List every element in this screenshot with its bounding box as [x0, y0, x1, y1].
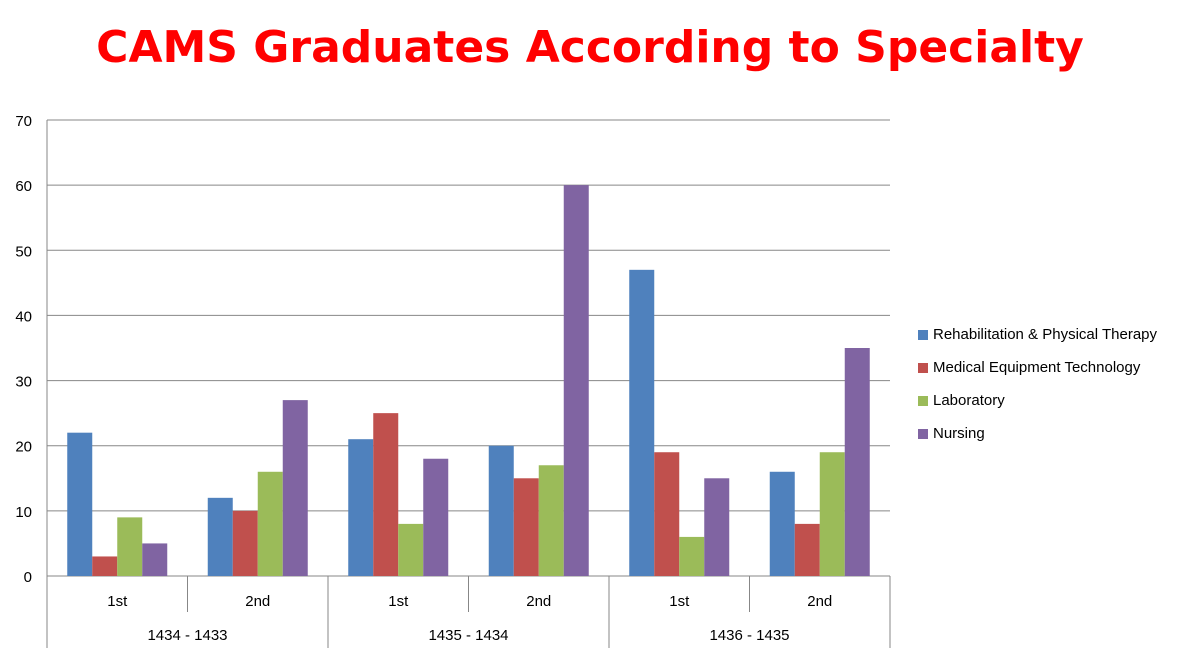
- legend-label: Nursing: [933, 425, 985, 442]
- legend-label: Laboratory: [933, 392, 1005, 409]
- y-tick-label: 10: [15, 504, 32, 521]
- legend-swatch: [918, 362, 928, 373]
- legend-item: Medical Equipment Technology: [918, 351, 1157, 384]
- x-tick-label: 1st: [669, 593, 690, 610]
- x-tick-label: 2nd: [245, 593, 270, 610]
- legend-item: Laboratory: [918, 384, 1157, 417]
- bar: [423, 458, 449, 576]
- bar: [92, 556, 118, 576]
- x-tick-label: 2nd: [526, 593, 551, 610]
- bar: [348, 439, 374, 576]
- bar: [629, 269, 655, 576]
- y-tick-label: 60: [15, 178, 32, 195]
- bar: [67, 432, 93, 576]
- x-tick-label: 1st: [388, 593, 409, 610]
- bar: [769, 471, 795, 576]
- bar: [844, 348, 870, 576]
- x-group-label: 1436 - 1435: [709, 627, 789, 644]
- bar: [563, 185, 589, 576]
- bar: [282, 400, 308, 576]
- bar: [373, 413, 399, 576]
- bar: [794, 523, 820, 576]
- bar: [819, 452, 845, 576]
- bar: [232, 510, 258, 576]
- bar: [704, 478, 730, 576]
- bar: [513, 478, 539, 576]
- y-tick-label: 0: [24, 569, 32, 586]
- chart-legend: Rehabilitation & Physical Therapy Medical…: [918, 318, 1157, 450]
- y-tick-label: 20: [15, 439, 32, 456]
- bar: [538, 465, 564, 576]
- x-tick-label: 2nd: [807, 593, 832, 610]
- bar: [654, 452, 680, 576]
- y-tick-label: 70: [15, 113, 32, 130]
- bar: [257, 471, 283, 576]
- legend-item: Nursing: [918, 417, 1157, 450]
- bar: [679, 536, 705, 576]
- x-tick-label: 1st: [107, 593, 128, 610]
- legend-swatch: [918, 329, 928, 340]
- x-group-label: 1434 - 1433: [147, 627, 227, 644]
- legend-label: Rehabilitation & Physical Therapy: [933, 326, 1158, 343]
- y-tick-label: 40: [15, 308, 32, 325]
- bar: [207, 497, 233, 576]
- bar: [398, 523, 424, 576]
- bar: [142, 543, 168, 576]
- x-group-label: 1435 - 1434: [428, 627, 508, 644]
- legend-swatch: [918, 428, 928, 439]
- legend-swatch: [918, 395, 928, 406]
- bar: [117, 517, 143, 576]
- legend-item: Rehabilitation & Physical Therapy: [918, 318, 1157, 351]
- bar: [488, 445, 514, 576]
- chart-title: CAMS Graduates According to Specialty: [96, 22, 1084, 73]
- y-tick-label: 50: [15, 243, 32, 260]
- y-tick-label: 30: [15, 374, 32, 391]
- legend-label: Medical Equipment Technology: [933, 359, 1141, 376]
